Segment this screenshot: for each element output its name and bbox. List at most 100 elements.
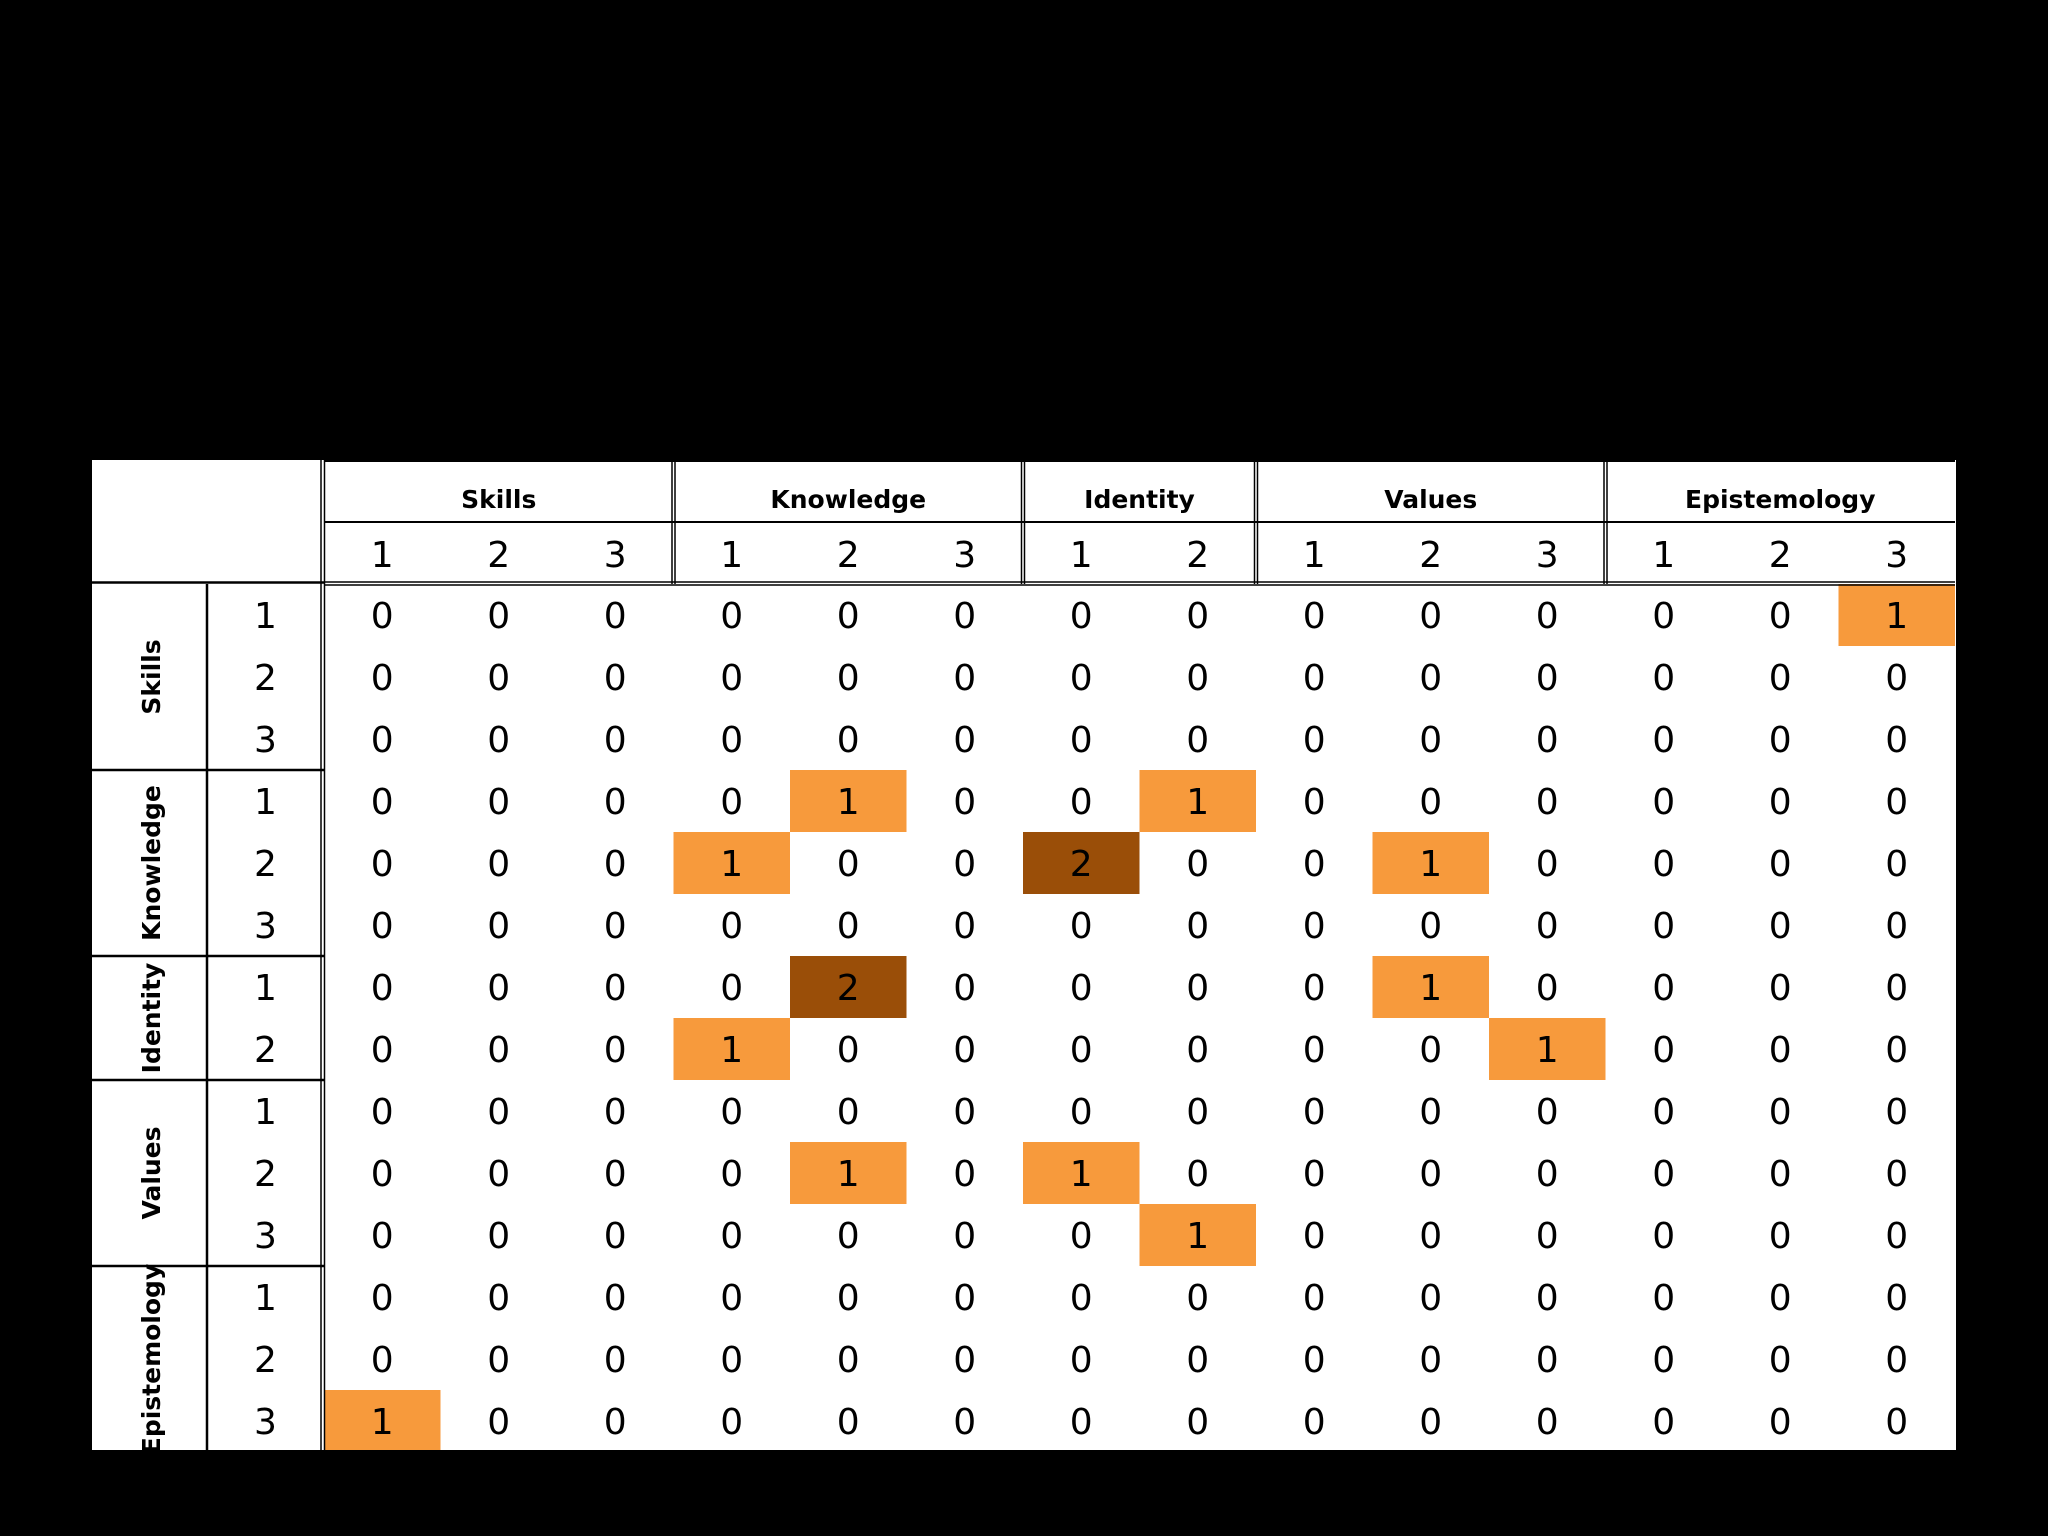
row-sub-label: 2 (254, 658, 277, 699)
cell-value: 1 (1885, 596, 1908, 637)
cell-value: 0 (1652, 1030, 1675, 1071)
cell-value: 0 (371, 1278, 394, 1319)
cell-value: 0 (953, 782, 976, 823)
cell-value: 0 (1769, 906, 1792, 947)
cell-value: 0 (1303, 1030, 1326, 1071)
heat-cell (1023, 1142, 1140, 1204)
cell-value: 0 (953, 596, 976, 637)
cell-value: 0 (1070, 1216, 1093, 1257)
cell-value: 0 (953, 1216, 976, 1257)
cell-value: 0 (1070, 1278, 1093, 1319)
cell-value: 0 (1419, 782, 1442, 823)
cell-value: 0 (1769, 1278, 1792, 1319)
cell-value: 0 (371, 782, 394, 823)
cell-value: 0 (487, 720, 510, 761)
cell-value: 0 (1303, 596, 1326, 637)
cell-value: 0 (487, 1402, 510, 1443)
cell-value: 0 (1652, 844, 1675, 885)
cell-value: 0 (1536, 844, 1559, 885)
row-sub-label: 3 (254, 720, 277, 761)
cell-value: 0 (1419, 1216, 1442, 1257)
cell-value: 1 (1186, 782, 1209, 823)
cell-value: 0 (1303, 1402, 1326, 1443)
cell-value: 0 (1652, 596, 1675, 637)
matrix-panel: 0 0 0 0 0 0 0 0 0 0 0 0 0 1 0 0 0 0 0 0 0 0 0 0 0 0 0 0 0 0 0 0 0 0 0 0 0 0 0 0… (92, 460, 1956, 1450)
cell-value: 1 (1419, 844, 1442, 885)
cell-value: 0 (604, 1216, 627, 1257)
cell-value: 0 (1536, 720, 1559, 761)
cell-value: 0 (1070, 1092, 1093, 1133)
row-group-label: Epistemology (137, 1264, 166, 1450)
cell-value: 0 (720, 1402, 743, 1443)
cell-value: 0 (1652, 1402, 1675, 1443)
cell-value: 0 (1769, 1154, 1792, 1195)
cell-value: 0 (1885, 1216, 1908, 1257)
cell-value: 0 (1885, 1402, 1908, 1443)
cell-value: 0 (1536, 1092, 1559, 1133)
cell-value: 0 (1536, 1402, 1559, 1443)
cell-value: 0 (837, 596, 860, 637)
cell-value: 0 (487, 968, 510, 1009)
cell-value: 0 (1419, 596, 1442, 637)
cell-value: 0 (1536, 1154, 1559, 1195)
cell-value: 0 (1885, 658, 1908, 699)
cell-value: 0 (837, 1340, 860, 1381)
cell-value: 0 (371, 844, 394, 885)
cell-value: 0 (1419, 906, 1442, 947)
cell-value: 0 (837, 1216, 860, 1257)
cell-value: 0 (1070, 782, 1093, 823)
row-sub-label: 1 (254, 1092, 277, 1133)
cell-value: 0 (1536, 1278, 1559, 1319)
cell-value: 0 (1186, 720, 1209, 761)
cell-value: 0 (604, 1092, 627, 1133)
cell-value: 0 (953, 1340, 976, 1381)
cell-value: 0 (837, 1092, 860, 1133)
cell-value: 0 (604, 1278, 627, 1319)
cell-value: 0 (953, 1278, 976, 1319)
cell-value: 0 (1652, 1092, 1675, 1133)
column-group-label: Values (1384, 485, 1477, 514)
cell-value: 0 (1303, 658, 1326, 699)
cell-value: 0 (1769, 1216, 1792, 1257)
cell-value: 0 (953, 906, 976, 947)
cell-value: 0 (1769, 596, 1792, 637)
row-sub-label: 2 (254, 1340, 277, 1381)
cell-value: 0 (1885, 1278, 1908, 1319)
cell-value: 0 (604, 906, 627, 947)
cell-value: 0 (604, 782, 627, 823)
cell-value: 0 (953, 1154, 976, 1195)
cell-value: 0 (1070, 968, 1093, 1009)
column-sub-label: 1 (371, 535, 394, 576)
cell-value: 0 (1769, 782, 1792, 823)
cell-value: 0 (1652, 1154, 1675, 1195)
cell-value: 0 (953, 1092, 976, 1133)
cell-value: 0 (1885, 720, 1908, 761)
heat-cell (1372, 832, 1489, 894)
cell-value: 0 (604, 658, 627, 699)
cell-value: 0 (1885, 968, 1908, 1009)
column-sub-label: 3 (604, 535, 627, 576)
cell-value: 0 (1536, 782, 1559, 823)
cell-value: 0 (1070, 906, 1093, 947)
cell-value: 0 (1186, 1278, 1209, 1319)
cell-value: 1 (837, 782, 860, 823)
cell-value: 0 (371, 968, 394, 1009)
cell-value: 0 (720, 1216, 743, 1257)
cell-value: 0 (953, 844, 976, 885)
column-sub-label: 1 (1652, 535, 1675, 576)
cell-value: 0 (1419, 1340, 1442, 1381)
cell-value: 0 (1652, 906, 1675, 947)
column-sub-label: 1 (1070, 535, 1093, 576)
cell-value: 0 (720, 1340, 743, 1381)
column-group-label: Identity (1084, 485, 1195, 514)
cell-value: 0 (1186, 658, 1209, 699)
heat-cell (1372, 956, 1489, 1018)
cell-value: 0 (1885, 1340, 1908, 1381)
cell-value: 0 (1652, 720, 1675, 761)
cell-value: 0 (1070, 1402, 1093, 1443)
cell-value: 0 (487, 596, 510, 637)
cell-value: 0 (837, 906, 860, 947)
cell-value: 0 (1419, 658, 1442, 699)
cell-value: 0 (1419, 1154, 1442, 1195)
column-sub-label: 3 (1885, 535, 1908, 576)
